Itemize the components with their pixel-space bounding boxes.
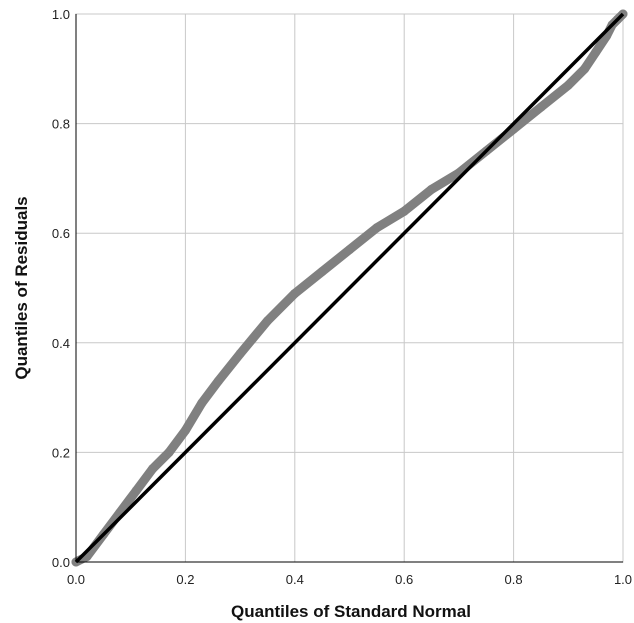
residual-quantile-point <box>262 316 272 326</box>
residual-quantile-point <box>197 398 207 408</box>
x-tick-label: 0.0 <box>67 572 85 587</box>
x-axis-title: Quantiles of Standard Normal <box>231 602 471 621</box>
x-tick-label: 0.8 <box>505 572 523 587</box>
residual-quantile-point <box>180 425 190 435</box>
y-tick-label: 0.2 <box>52 445 70 460</box>
y-tick-label: 0.6 <box>52 226 70 241</box>
residual-quantile-point <box>345 245 354 255</box>
residual-quantile-point <box>563 80 573 90</box>
residual-quantile-point <box>372 223 382 233</box>
y-tick-label: 0.4 <box>52 336 70 351</box>
residual-quantile-point <box>399 206 409 216</box>
y-tick-label: 1.0 <box>52 7 70 22</box>
residual-quantile-point <box>317 267 327 277</box>
x-axis-tick-labels: 0.0 0.2 0.4 0.6 0.8 1.0 <box>67 572 632 587</box>
x-tick-label: 0.2 <box>176 572 194 587</box>
residual-quantile-point <box>213 376 223 386</box>
x-tick-label: 0.4 <box>286 572 304 587</box>
residual-quantile-point <box>591 47 601 57</box>
reference-line <box>74 12 625 564</box>
residual-quantile-point <box>290 288 300 298</box>
x-tick-label: 0.6 <box>395 572 413 587</box>
y-tick-label: 0.0 <box>52 555 70 570</box>
residual-quantile-point <box>536 102 546 112</box>
x-tick-label: 1.0 <box>614 572 632 587</box>
residual-quantile-point <box>164 447 174 457</box>
y-axis-title: Quantiles of Residuals <box>12 196 31 379</box>
residual-quantile-point <box>427 184 437 194</box>
series-layer <box>71 9 628 567</box>
y-tick-label: 0.8 <box>52 117 70 132</box>
residual-quantile-point <box>235 349 245 359</box>
residual-quantile-point <box>148 464 158 474</box>
y-axis-tick-labels: 0.0 0.2 0.4 0.6 0.8 1.0 <box>52 7 70 570</box>
residual-quantile-point <box>131 486 141 496</box>
grid-lines <box>76 13 624 562</box>
residual-quantile-point <box>580 64 590 74</box>
